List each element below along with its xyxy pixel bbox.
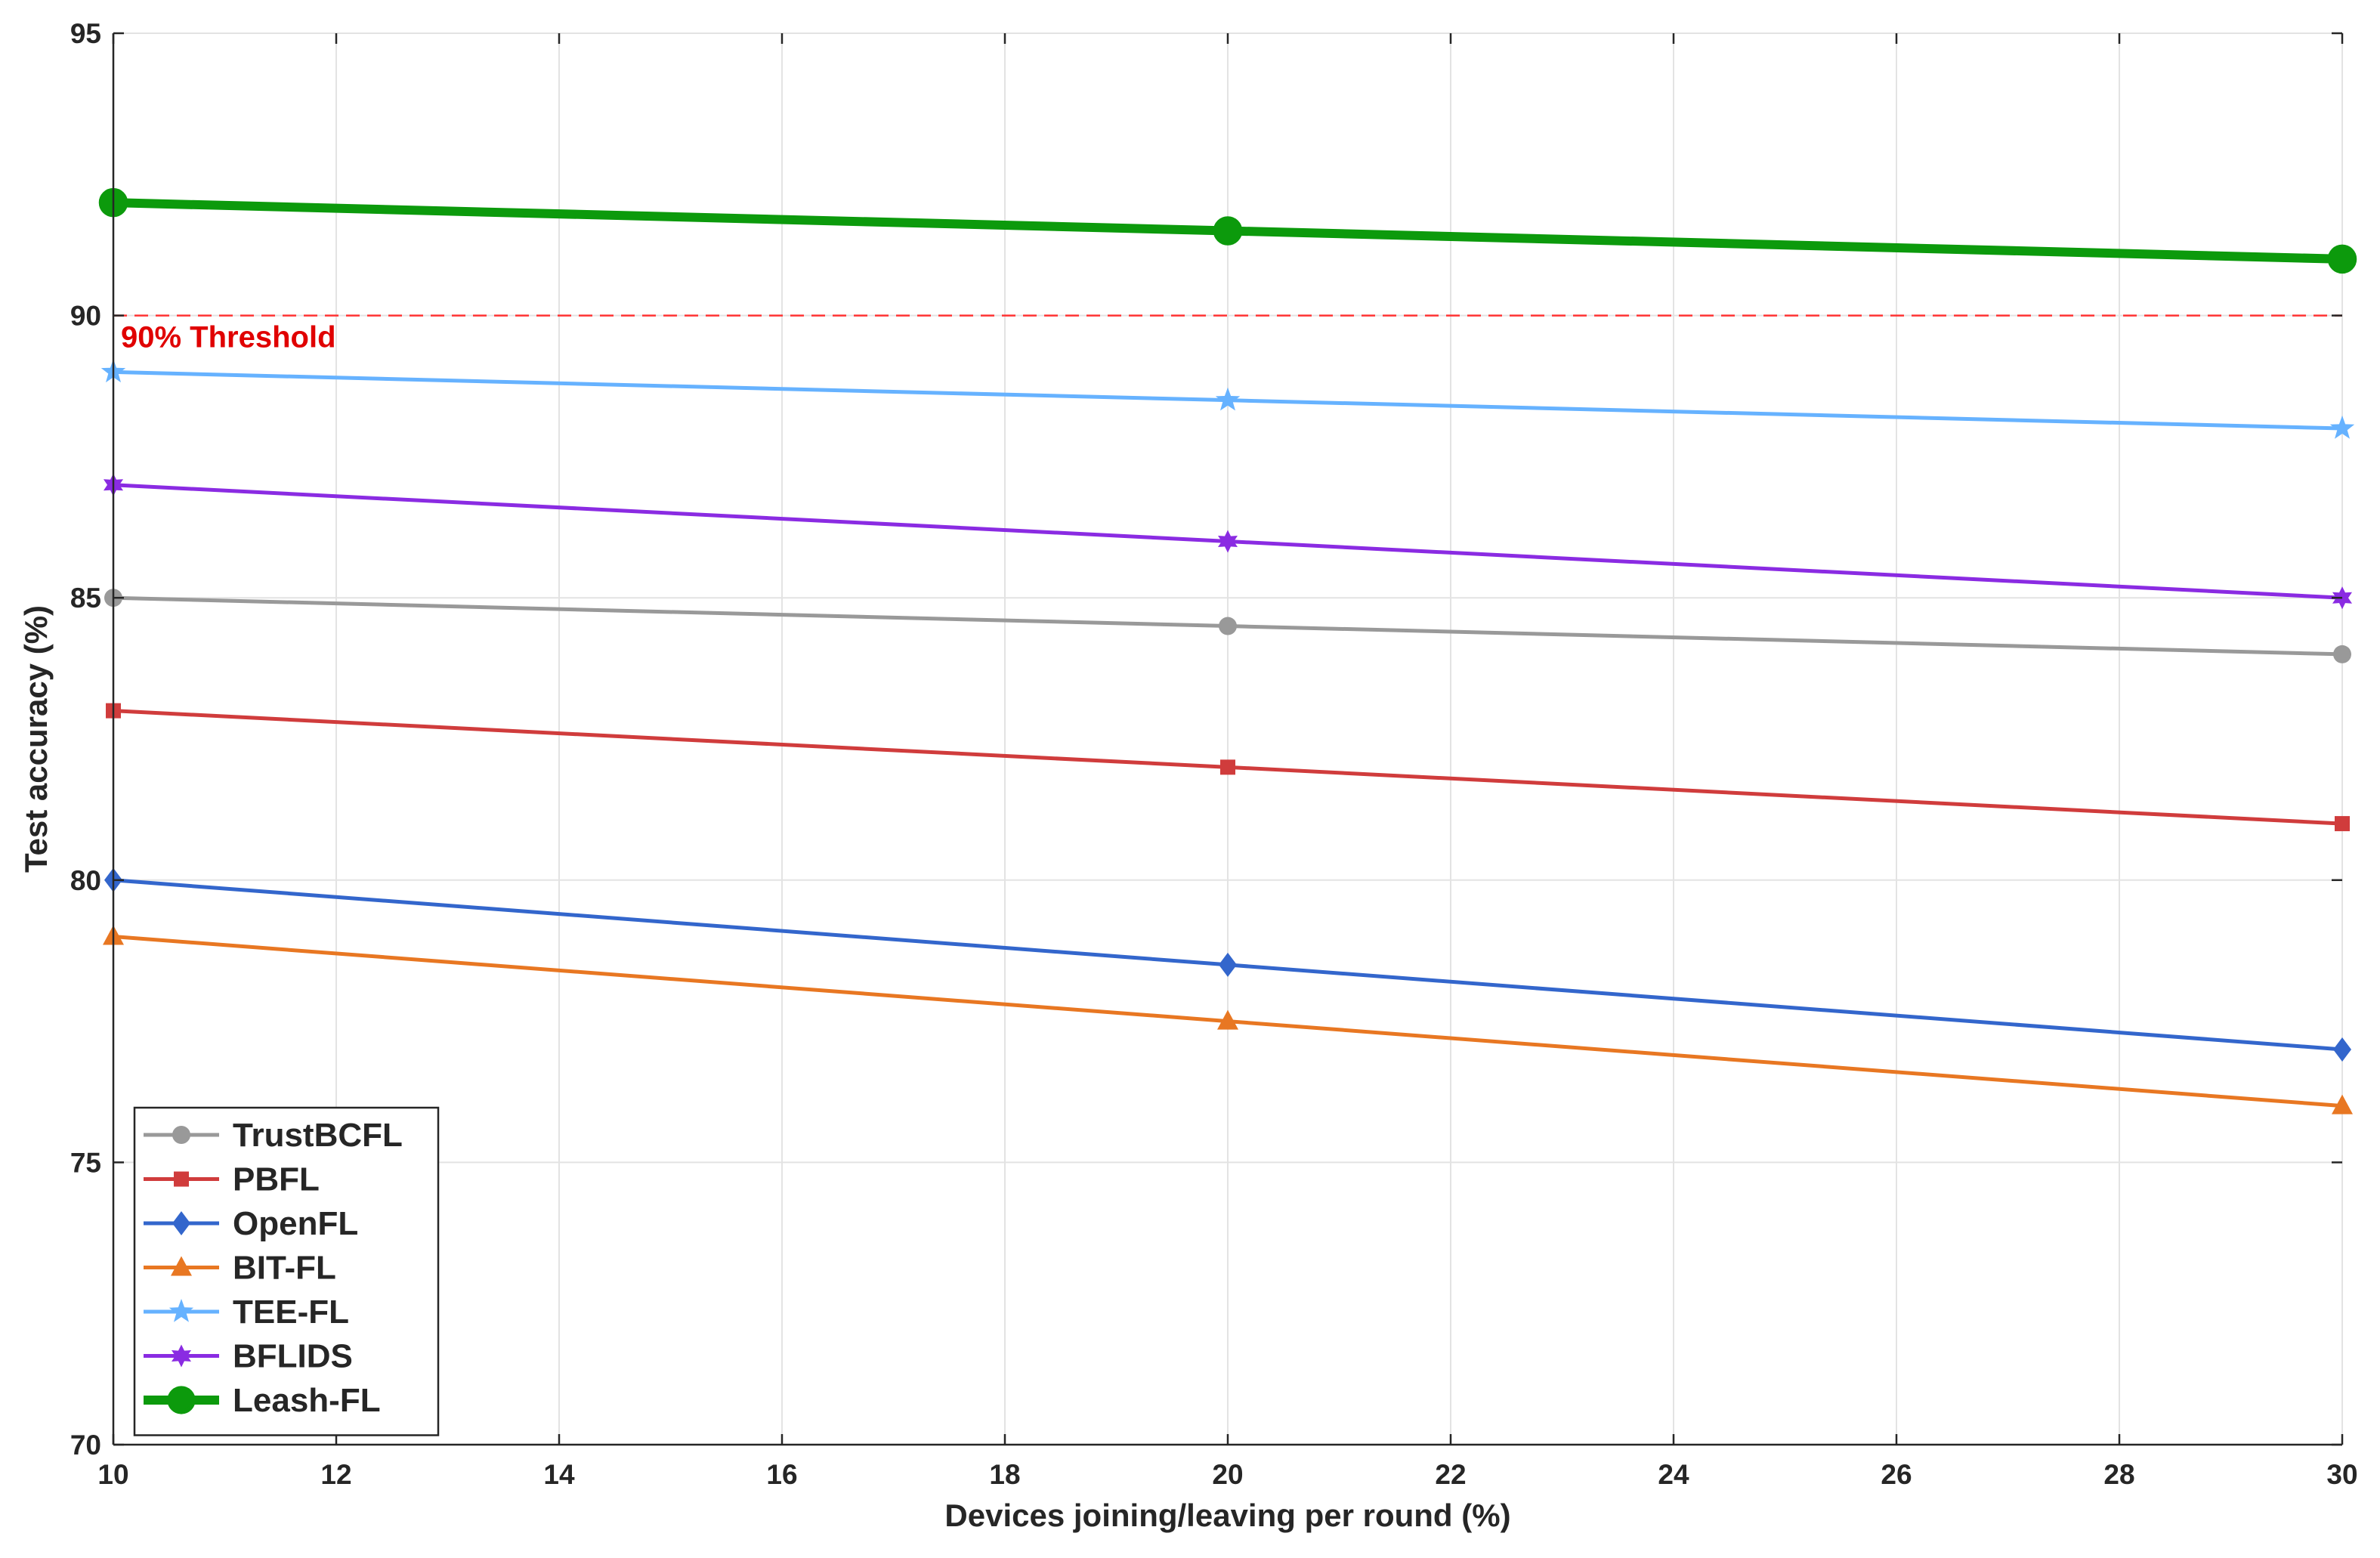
data-point	[2333, 1037, 2351, 1062]
legend-label: PBFL	[233, 1161, 320, 1198]
y-tick-label: 85	[70, 583, 101, 614]
x-tick-label: 14	[543, 1459, 575, 1490]
x-tick-label: 18	[989, 1459, 1020, 1490]
data-point	[1213, 216, 1243, 246]
series-group	[98, 187, 2357, 1114]
data-point	[168, 1299, 194, 1322]
data-point	[172, 1126, 190, 1144]
legend-label: BIT-FL	[233, 1250, 336, 1287]
legend-item: BFLIDS	[144, 1338, 353, 1375]
legend-item: TrustBCFL	[144, 1117, 403, 1154]
data-point	[1217, 1009, 1238, 1030]
x-axis-label: Devices joining/leaving per round (%)	[944, 1498, 1510, 1533]
x-tick-label: 28	[2103, 1459, 2134, 1490]
series-bit-fl	[103, 925, 2353, 1114]
y-tick-label: 80	[70, 865, 101, 896]
legend-label: Leash-FL	[233, 1382, 381, 1419]
data-point	[1219, 617, 1237, 635]
threshold-group: 90% Threshold	[113, 314, 2342, 354]
x-tick-label: 12	[320, 1459, 351, 1490]
data-point	[171, 1256, 192, 1276]
data-point	[174, 1171, 189, 1187]
legend-item: PBFL	[144, 1161, 320, 1198]
data-point	[2335, 816, 2350, 832]
data-point	[172, 1211, 190, 1235]
data-point	[2332, 1094, 2353, 1114]
axes: 10 12 14 16 18 20 22 24 26 28 30 70 75 80 85 90 95	[70, 18, 2358, 1490]
x-tick-label: 20	[1212, 1459, 1243, 1490]
legend-item: TEE-FL	[144, 1294, 349, 1331]
y-tick-label: 95	[70, 18, 101, 49]
data-point	[2329, 416, 2355, 439]
legend-label: TrustBCFL	[233, 1117, 403, 1154]
data-point	[167, 1386, 196, 1414]
data-point	[1218, 530, 1238, 553]
y-tick-label: 70	[70, 1430, 101, 1461]
x-tick-label: 10	[97, 1459, 128, 1490]
legend-item: BIT-FL	[144, 1250, 336, 1287]
data-point	[1215, 387, 1241, 411]
x-tick-label: 30	[2326, 1459, 2357, 1490]
y-tick-label: 75	[70, 1147, 101, 1178]
y-tick-label: 90	[70, 301, 101, 332]
x-tick-label: 24	[1658, 1459, 1689, 1490]
legend-item: Leash-FL	[144, 1382, 381, 1419]
legend-label: OpenFL	[233, 1205, 358, 1242]
x-tick-label: 16	[766, 1459, 797, 1490]
data-point	[2333, 645, 2351, 663]
x-tick-label: 26	[1881, 1459, 1912, 1490]
data-point	[172, 1344, 191, 1368]
legend-item: OpenFL	[144, 1205, 358, 1242]
threshold-label: 90% Threshold	[121, 321, 336, 354]
legend-label: TEE-FL	[233, 1294, 349, 1331]
data-point	[1220, 759, 1235, 775]
x-tick-label: 22	[1435, 1459, 1466, 1490]
data-point	[2327, 244, 2357, 274]
legend-label: BFLIDS	[233, 1338, 353, 1375]
data-point	[1219, 952, 1237, 977]
legend: TrustBCFL PBFL OpenFL BIT-FL TEE-FL BFLIDS Lea…	[133, 1106, 440, 1436]
y-axis-label: Test accuracy (%)	[18, 605, 54, 873]
